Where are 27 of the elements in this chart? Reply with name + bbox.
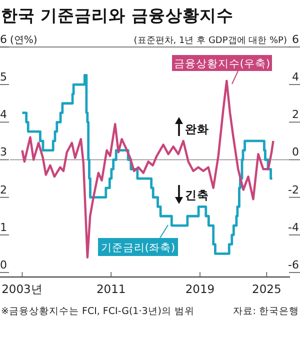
y2-tick-label: -4 <box>288 220 299 234</box>
series-label: 금융상황지수(우축) <box>174 58 270 70</box>
chart-title: 한국 기준금리와 금융상황지수 <box>1 6 234 25</box>
text: ※금융상황지수는 FCI, FCI-G(1·3년)의 범위 <box>1 306 194 317</box>
legend-label: 기준금리(좌축) <box>100 242 176 254</box>
annotation: 긴축 <box>185 188 209 202</box>
y-tick-label: 5 <box>0 70 7 84</box>
x-tick-label: 2019 <box>185 282 215 296</box>
y-tick-label: 2 <box>0 183 7 196</box>
x-tick-label: 2003년 <box>2 282 43 296</box>
y-axis-title: (연%) <box>10 35 38 46</box>
x-tick-label: 2011 <box>96 282 126 296</box>
y-tick-label: 1 <box>0 220 7 234</box>
y2-tick-label: -6 <box>288 258 299 272</box>
y-tick-label: 0 <box>0 258 7 272</box>
y-tick-label: 4 <box>0 108 7 122</box>
y2-tick-label: 2 <box>292 108 299 122</box>
x-tick-label: 2025 <box>252 282 282 296</box>
y2-tick-label: 6 <box>292 33 299 46</box>
y-tick-label: 6 <box>0 33 7 46</box>
y-tick-label: 3 <box>0 146 7 159</box>
y2-tick-label: -2 <box>288 183 299 196</box>
text: 자료: 한국은행 <box>232 306 299 317</box>
annotation: 완화 <box>185 122 209 136</box>
y2-tick-label: 4 <box>292 70 299 84</box>
y2-axis-title: (표준편차, 1년 후 GDP갭에 대한 %P) <box>134 36 287 46</box>
y2-tick-label: 0 <box>292 146 299 159</box>
